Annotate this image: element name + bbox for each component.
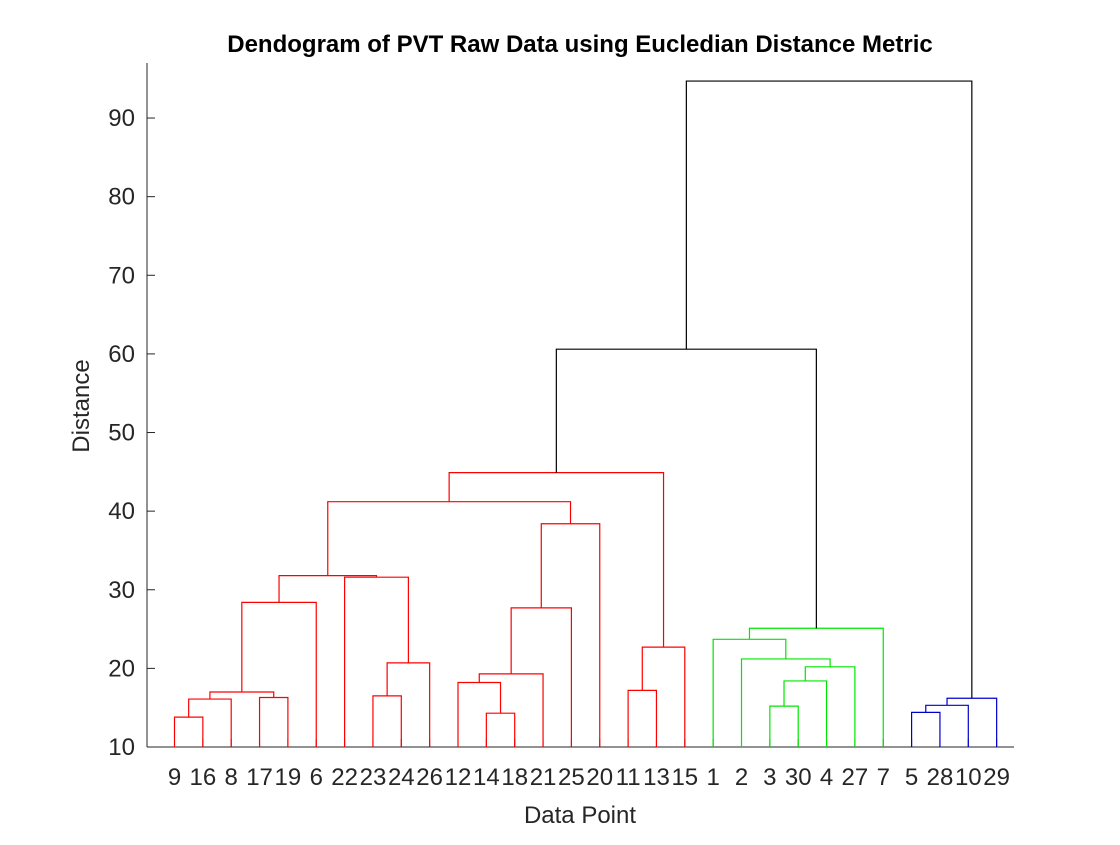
dendrogram-link — [911, 711, 941, 747]
dendrogram-link — [485, 712, 516, 747]
leaf-label: 25 — [558, 764, 585, 791]
leaf-label: 17 — [246, 764, 273, 791]
dendrogram-link — [278, 575, 378, 603]
dendrogram-link — [372, 695, 402, 747]
leaf-label: 4 — [820, 764, 833, 791]
leaf-label: 29 — [983, 764, 1010, 791]
leaf-label: 24 — [388, 764, 415, 791]
leaf-label: 10 — [955, 764, 982, 791]
leaf-label: 28 — [927, 764, 954, 791]
y-tick-label: 70 — [108, 262, 135, 289]
dendrogram-link — [241, 601, 317, 747]
dendrogram-link — [769, 705, 799, 747]
dendrogram-link — [386, 662, 431, 747]
leaf-label: 15 — [671, 764, 698, 791]
dendrogram-link — [510, 607, 572, 747]
leaf-label: 27 — [842, 764, 869, 791]
dendrogram-link — [188, 698, 232, 747]
leaf-label: 20 — [586, 764, 613, 791]
leaf-label: 18 — [501, 764, 528, 791]
leaf-label: 7 — [877, 764, 890, 791]
leaf-label: 2 — [735, 764, 748, 791]
leaf-label: 3 — [763, 764, 776, 791]
dendrogram-link — [209, 691, 275, 700]
y-tick-label: 90 — [108, 105, 135, 132]
dendrogram-link — [925, 704, 969, 747]
leaf-label: 26 — [416, 764, 443, 791]
leaf-label: 21 — [530, 764, 557, 791]
leaf-label: 5 — [905, 764, 918, 791]
leaf-labels: 9 16 8 17 19 6 22 23 24 26 12 14 18 21 25 20 11 13 15 1 2 3 30… — [168, 764, 1010, 791]
dendrogram-link — [457, 681, 502, 747]
dendrogram-link — [478, 673, 544, 747]
leaf-label: 12 — [445, 764, 472, 791]
y-tick-label: 30 — [108, 577, 135, 604]
dendrogram-link — [173, 716, 204, 747]
dendrogram-link — [641, 646, 686, 747]
y-tick-label: 20 — [108, 655, 135, 682]
dendrogram-link — [555, 348, 817, 629]
chart-title: Dendogram of PVT Raw Data using Eucledia… — [227, 31, 932, 58]
leaf-label: 1 — [706, 764, 719, 791]
leaf-label: 19 — [275, 764, 302, 791]
y-tick-label: 10 — [108, 734, 135, 761]
x-axis-label: Data Point — [524, 802, 636, 829]
dendrogram-link — [748, 627, 884, 747]
leaf-label: 22 — [331, 764, 358, 791]
leaf-label: 9 — [168, 764, 181, 791]
y-tick-label: 80 — [108, 184, 135, 211]
dendrogram-link — [804, 666, 856, 747]
leaf-label: 8 — [225, 764, 238, 791]
dendrogram-link — [712, 638, 787, 747]
leaf-label: 6 — [310, 764, 323, 791]
dendrogram-link — [627, 689, 658, 747]
y-tick-label: 50 — [108, 420, 135, 447]
leaf-label: 16 — [189, 764, 216, 791]
axes-group: 10 20 30 40 50 60 70 80 90 — [108, 63, 1014, 761]
leaf-label: 14 — [473, 764, 500, 791]
dendrogram-link — [344, 576, 409, 747]
dendrogram-link — [258, 696, 289, 747]
leaf-label: 23 — [360, 764, 387, 791]
dendrogram-link — [685, 80, 973, 699]
dendrogram-link — [783, 680, 828, 747]
y-tick-label: 40 — [108, 498, 135, 525]
dendrogram-links — [173, 80, 998, 747]
leaf-label: 11 — [616, 764, 641, 791]
leaf-label: 13 — [643, 764, 670, 791]
leaf-label: 30 — [785, 764, 812, 791]
dendrogram-link — [540, 523, 601, 747]
dendrogram-link — [327, 501, 572, 576]
y-axis-label: Distance — [68, 359, 95, 452]
dendrogram-link — [448, 472, 665, 648]
y-tick-label: 60 — [108, 341, 135, 368]
dendrogram-link — [740, 658, 831, 747]
